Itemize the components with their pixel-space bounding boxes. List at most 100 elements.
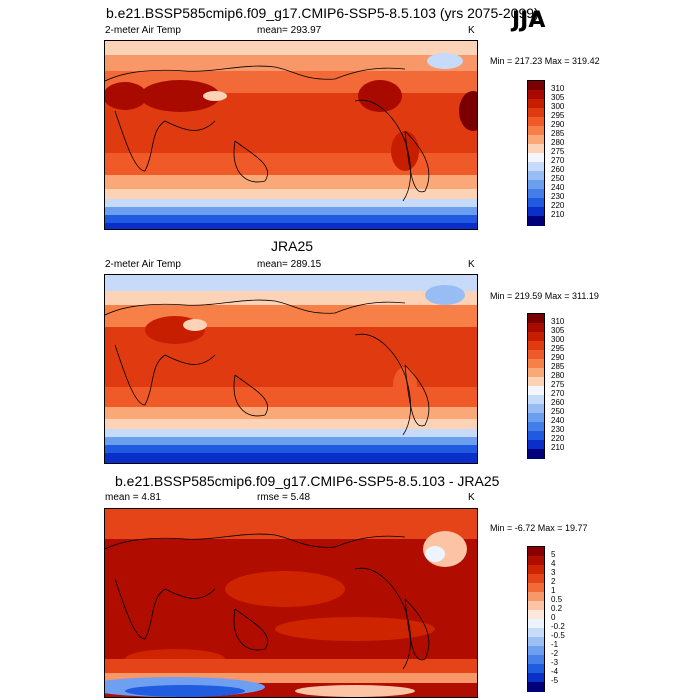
difference-map	[104, 508, 478, 698]
colorbar-tick-label: -5	[551, 676, 559, 685]
mean-label: mean= 293.97	[257, 25, 322, 36]
colorbar-tick-label: 220	[551, 201, 565, 210]
units-label: K	[468, 25, 475, 36]
colorbar-swatch	[528, 341, 544, 351]
colorbar-swatch	[528, 108, 544, 118]
minmax-label: Min = -6.72 Max = 19.77	[490, 523, 588, 533]
colorbar-labels: 5 4 3 2 1 0.5 0.2 0 -0.2 -0.5 -1 -2 -3 -4 -5	[551, 546, 591, 690]
colorbar-tick-label: -0.5	[551, 631, 565, 640]
colorbar-swatch	[528, 601, 544, 611]
colorbar-swatch	[528, 162, 544, 172]
colorbar-tick-label: 275	[551, 380, 565, 389]
minmax-label: Min = 219.59 Max = 311.19	[490, 291, 599, 301]
colorbar-tick-label: 240	[551, 183, 565, 192]
rmse-label: rmse = 5.48	[257, 492, 311, 503]
colorbar-swatch	[528, 655, 544, 665]
colorbar-tick-label: 230	[551, 425, 565, 434]
colorbar-tick-label: 285	[551, 362, 565, 371]
colorbar-swatch	[528, 216, 544, 226]
colorbar-swatch	[528, 547, 544, 557]
colorbar-tick-label: 210	[551, 210, 565, 219]
colorbar-tick-label: -3	[551, 658, 559, 667]
colorbar-swatch	[528, 637, 544, 647]
colorbar-tick-label: 285	[551, 129, 565, 138]
mean-label: mean = 4.81	[105, 492, 161, 503]
colorbar-swatch	[528, 135, 544, 145]
colorbar-swatch	[528, 565, 544, 575]
colorbar-tick-label: 230	[551, 192, 565, 201]
colorbar-tick-label: 250	[551, 407, 565, 416]
units-label: K	[468, 259, 475, 270]
colorbar-swatch	[528, 90, 544, 100]
variable-label: 2-meter Air Temp	[105, 25, 181, 36]
colorbar-tick-label: 0.5	[551, 595, 563, 604]
colorbar-swatch	[528, 556, 544, 566]
colorbar-swatch	[528, 180, 544, 190]
colorbar-swatch	[528, 592, 544, 602]
map-svg	[105, 41, 477, 229]
panel-title: b.e21.BSSP585cmip6.f09_g17.CMIP6-SSP5-8.…	[115, 473, 500, 489]
temperature-map	[104, 40, 478, 230]
colorbar-tick-label: 310	[551, 84, 565, 93]
colorbar-tick-label: 220	[551, 434, 565, 443]
colorbar-swatch	[528, 332, 544, 342]
colorbar-swatch	[528, 449, 544, 459]
colorbar-tick-label: 210	[551, 443, 565, 452]
colorbar-swatch	[528, 431, 544, 441]
colorbar	[527, 546, 545, 692]
colorbar-tick-label: 270	[551, 389, 565, 398]
colorbar-labels: 310 305 300 295 290 285 280 275 270 260 250 240 230 2…	[551, 313, 591, 457]
colorbar-tick-label: 280	[551, 138, 565, 147]
colorbar-labels: 310 305 300 295 290 285 280 275 270 260 250 240 230 2…	[551, 80, 591, 224]
colorbar-tick-label: 310	[551, 317, 565, 326]
colorbar-tick-label: 1	[551, 586, 556, 595]
colorbar-swatch	[528, 422, 544, 432]
colorbar-swatch	[528, 395, 544, 405]
colorbar-swatch	[528, 314, 544, 324]
colorbar-swatch	[528, 368, 544, 378]
colorbar-swatch	[528, 646, 544, 656]
colorbar-tick-label: 295	[551, 111, 565, 120]
minmax-label: Min = 217.23 Max = 319.42	[490, 56, 600, 66]
colorbar-tick-label: 295	[551, 344, 565, 353]
colorbar-tick-label: 275	[551, 147, 565, 156]
colorbar-tick-label: 305	[551, 93, 565, 102]
units-label: K	[468, 492, 475, 503]
colorbar-tick-label: 300	[551, 102, 565, 111]
colorbar-tick-label: -2	[551, 649, 559, 658]
colorbar-tick-label: 0.2	[551, 604, 563, 613]
colorbar-tick-label: 240	[551, 416, 565, 425]
colorbar-swatch	[528, 126, 544, 136]
colorbar-tick-label: 290	[551, 120, 565, 129]
colorbar-tick-label: 2	[551, 577, 556, 586]
colorbar-tick-label: 270	[551, 156, 565, 165]
colorbar-tick-label: 0	[551, 613, 556, 622]
colorbar-tick-label: 4	[551, 559, 556, 568]
colorbar-swatch	[528, 99, 544, 109]
colorbar-swatch	[528, 207, 544, 217]
colorbar-swatch	[528, 583, 544, 593]
variable-label: 2-meter Air Temp	[105, 259, 181, 270]
panel-title: b.e21.BSSP585cmip6.f09_g17.CMIP6-SSP5-8.…	[106, 5, 539, 21]
mean-label: mean= 289.15	[257, 259, 322, 270]
colorbar-swatch	[528, 171, 544, 181]
colorbar-swatch	[528, 574, 544, 584]
colorbar-tick-label: -1	[551, 640, 559, 649]
colorbar-swatch	[528, 619, 544, 629]
colorbar-swatch	[528, 359, 544, 369]
season-label: JJA	[512, 8, 546, 33]
colorbar-swatch	[528, 144, 544, 154]
colorbar-tick-label: 250	[551, 174, 565, 183]
colorbar-swatch	[528, 628, 544, 638]
colorbar-swatch	[528, 323, 544, 333]
colorbar-tick-label: 305	[551, 326, 565, 335]
colorbar-swatch	[528, 117, 544, 127]
colorbar-swatch	[528, 413, 544, 423]
colorbar-swatch	[528, 440, 544, 450]
colorbar-tick-label: 280	[551, 371, 565, 380]
panel-title: JRA25	[271, 238, 314, 254]
colorbar-swatch	[528, 682, 544, 692]
colorbar-tick-label: 290	[551, 353, 565, 362]
colorbar-swatch	[528, 404, 544, 414]
colorbar-tick-label: 260	[551, 398, 565, 407]
